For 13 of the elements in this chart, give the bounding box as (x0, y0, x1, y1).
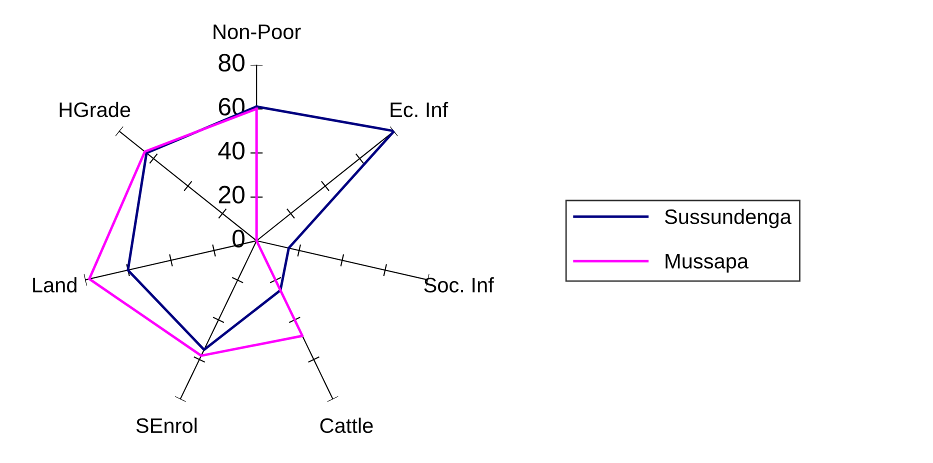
spoke-label: Land (33, 277, 76, 292)
y-tick-label: 80 (218, 54, 244, 72)
spoke-label: Cattle (320, 418, 373, 434)
spoke-label: Soc. Inf (424, 277, 494, 292)
spoke-label: SEnrol (136, 418, 197, 434)
y-tick-label: 40 (218, 142, 244, 160)
spoke-label: Non-Poor (214, 24, 301, 40)
legend-label: Mussapa (666, 254, 749, 273)
y-tick-label: 0 (232, 230, 244, 248)
spoke-label: Ec. Inf (390, 102, 448, 118)
spoke-label: HGrade (60, 102, 130, 118)
legend-label: Sussundenga (664, 208, 792, 228)
y-tick-label: 20 (218, 186, 244, 204)
